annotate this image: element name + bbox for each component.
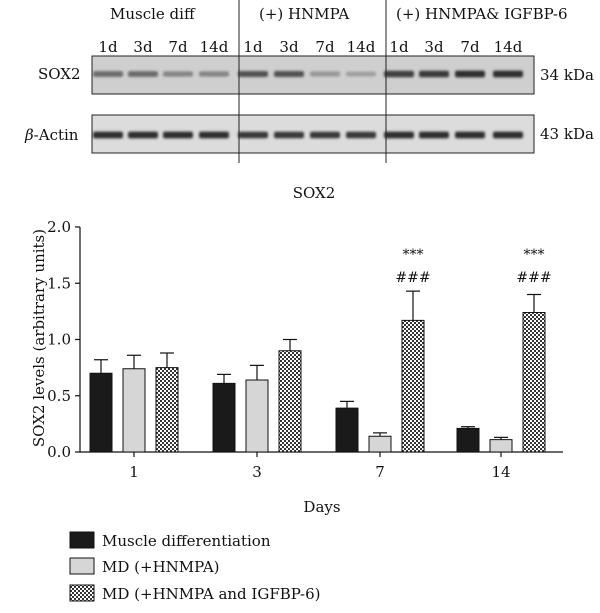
blot-band xyxy=(274,131,304,139)
bar xyxy=(456,427,480,453)
blot-lane-label: 14d xyxy=(494,38,523,56)
bar xyxy=(278,350,302,453)
bar xyxy=(89,372,113,453)
blot-band xyxy=(274,70,304,78)
western-blot-panel: Muscle diff (+) HNMPA (+) HNMPA& IGFBP-6… xyxy=(24,0,594,163)
blot-band xyxy=(455,70,485,78)
blot-band xyxy=(346,131,376,139)
legend-label: Muscle differentiation xyxy=(102,532,271,550)
y-tick-label: 0.5 xyxy=(47,387,71,405)
y-tick-label: 1.0 xyxy=(47,331,71,349)
blot-row-label-actin: β-Actin xyxy=(24,126,79,144)
bar xyxy=(522,312,546,453)
blot-band xyxy=(310,131,340,139)
blot-group-label: (+) HNMPA xyxy=(259,5,349,23)
blot-band xyxy=(384,70,414,78)
blot-lane-label: 7d xyxy=(168,38,188,56)
bar xyxy=(122,368,146,453)
blot-band xyxy=(310,71,340,77)
significance-marker: ### xyxy=(516,270,551,286)
x-axis-label: Days xyxy=(303,498,340,516)
blot-size-sox2: 34 kDa xyxy=(540,66,594,84)
blot-lane-label: 14d xyxy=(347,38,376,56)
blot-band xyxy=(346,71,376,77)
bar xyxy=(155,367,179,453)
blot-band xyxy=(493,70,523,78)
x-tick-label: 14 xyxy=(491,463,510,481)
blot-lane-label: 1d xyxy=(243,38,263,56)
bar xyxy=(489,439,513,453)
blot-group-label: Muscle diff xyxy=(110,5,196,23)
blot-band xyxy=(199,131,229,139)
bar xyxy=(401,319,425,453)
blot-lane-label: 1d xyxy=(389,38,409,56)
blot-band xyxy=(238,131,268,139)
y-tick-label: 2.0 xyxy=(47,218,71,236)
blot-lane-label: 14d xyxy=(200,38,229,56)
x-tick-label: 3 xyxy=(252,463,262,481)
blot-lane-label: 3d xyxy=(424,38,444,56)
legend-label: MD (+HNMPA) xyxy=(102,558,220,576)
blot-band xyxy=(455,131,485,139)
blot-size-actin: 43 kDa xyxy=(540,125,594,143)
blot-band xyxy=(199,71,229,77)
chart-legend: Muscle differentiation MD (+HNMPA) MD (+HN… xyxy=(69,531,321,603)
x-tick-label: 7 xyxy=(375,463,385,481)
bar xyxy=(212,382,236,453)
blot-lane-label: 3d xyxy=(133,38,153,56)
blot-band xyxy=(419,70,449,78)
y-tick-label: 1.5 xyxy=(47,274,71,292)
blot-band xyxy=(163,71,193,77)
chart-error-bars xyxy=(94,290,541,440)
bar xyxy=(245,379,269,453)
blot-group-label: (+) HNMPA& IGFBP-6 xyxy=(396,5,568,23)
blot-lane-label: 7d xyxy=(460,38,480,56)
blot-lane-label: 1d xyxy=(98,38,118,56)
blot-band xyxy=(384,131,414,139)
chart-axes: 0.0 0.5 1.0 1.5 2.0 1 3 7 14 xyxy=(47,218,563,481)
legend-label: MD (+HNMPA and IGFBP-6) xyxy=(102,585,321,603)
blot-bands xyxy=(93,70,523,139)
blot-row-label-sox2: SOX2 xyxy=(38,65,81,83)
blot-band xyxy=(93,131,123,139)
bar xyxy=(368,435,392,453)
y-tick-label: 0.0 xyxy=(47,443,71,461)
blot-band xyxy=(128,71,158,77)
legend-swatch xyxy=(69,531,95,549)
chart-annotations: *** ### *** ### xyxy=(395,247,551,286)
bar xyxy=(335,407,359,453)
legend-swatch xyxy=(69,584,95,602)
chart-title: SOX2 xyxy=(293,184,336,202)
blot-band xyxy=(163,131,193,139)
chart-bars xyxy=(89,312,546,453)
blot-band xyxy=(93,71,123,77)
blot-band xyxy=(238,70,268,78)
y-axis-label: SOX2 levels (arbitrary units) xyxy=(30,229,48,447)
x-tick-label: 1 xyxy=(129,463,139,481)
significance-marker: *** xyxy=(524,247,545,263)
lane-labels: 1d 3d 7d 14d 1d 3d 7d 14d 1d 3d 7d 14d xyxy=(98,38,522,56)
blot-lane-label: 3d xyxy=(279,38,299,56)
blot-band xyxy=(493,131,523,139)
blot-lane-label: 7d xyxy=(315,38,335,56)
blot-band xyxy=(419,131,449,139)
legend-swatch xyxy=(69,557,95,575)
blot-band xyxy=(128,131,158,139)
significance-marker: ### xyxy=(395,270,430,286)
significance-marker: *** xyxy=(403,247,424,263)
